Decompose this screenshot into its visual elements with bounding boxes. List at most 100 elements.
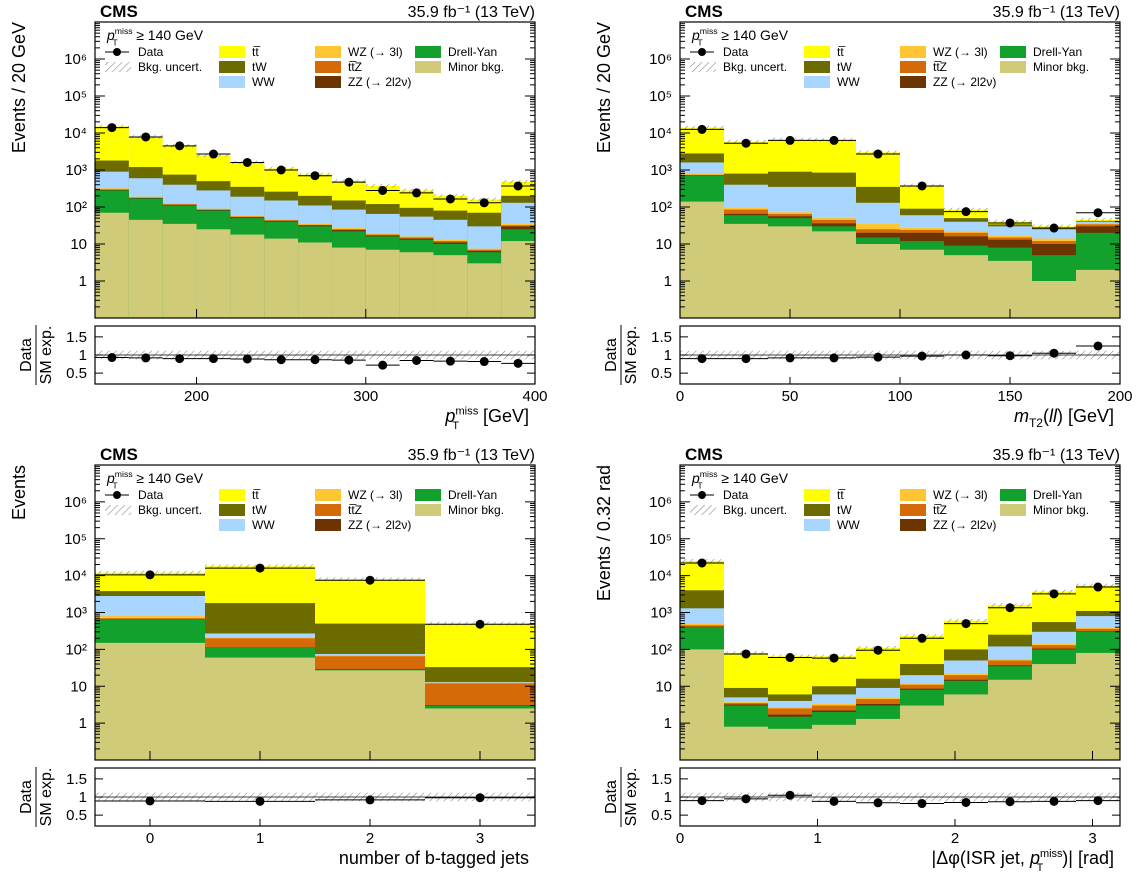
bar-minor-0 bbox=[95, 642, 205, 760]
x-axis-label: |Δφ(ISR jet, pmiss T)| [rad] bbox=[932, 848, 1114, 874]
legend-swatch-DY bbox=[1000, 489, 1026, 501]
stack-bars bbox=[95, 566, 535, 760]
bar-minor-8 bbox=[1032, 664, 1076, 760]
legend-label: WW bbox=[837, 518, 860, 532]
selection-label: pmiss T ≥ 140 GeV bbox=[691, 469, 789, 490]
x-tick-label: 3 bbox=[1088, 830, 1096, 847]
ratio-point-2 bbox=[785, 790, 795, 800]
legend-swatch-DY bbox=[1000, 46, 1026, 58]
x-tick-label: 1 bbox=[256, 830, 264, 847]
ratio-tick-label: 0.5 bbox=[651, 807, 672, 824]
legend-label: tt̅ bbox=[837, 488, 846, 502]
legend-swatch-WZ bbox=[900, 46, 926, 58]
ratio-point-9 bbox=[1093, 796, 1103, 806]
y-axis-label: Events / 0.32 rad bbox=[594, 465, 614, 601]
ratio-point-1 bbox=[255, 796, 265, 806]
y-tick-label: 1 bbox=[79, 273, 87, 290]
ratio-tick-label: 1 bbox=[664, 347, 672, 364]
bar-minor-2 bbox=[768, 226, 812, 318]
ratio-point-0 bbox=[697, 354, 707, 364]
x-tick-label: 0 bbox=[676, 830, 684, 847]
y-axis-ticks bbox=[95, 21, 535, 319]
data-point-6 bbox=[961, 619, 971, 629]
legend-swatch-tW bbox=[219, 61, 245, 73]
legend-label: tt̅Z bbox=[933, 60, 947, 74]
legend-label: WZ (→ 3l) bbox=[933, 488, 988, 502]
bar-minor-6 bbox=[944, 255, 988, 318]
data-points bbox=[680, 124, 1120, 233]
selection-label: pmiss T ≥ 140 GeV bbox=[691, 26, 789, 47]
data-point-5 bbox=[276, 165, 286, 175]
ratio-y-label: Data SM exp. bbox=[18, 325, 55, 385]
ratio-point-1 bbox=[741, 794, 751, 804]
x-axis-label: mT2(ll) [GeV] bbox=[1014, 406, 1114, 430]
legend-data-marker bbox=[113, 48, 121, 56]
experiment-label: CMS bbox=[685, 445, 723, 464]
ratio-point-2 bbox=[785, 353, 795, 363]
data-point-4 bbox=[873, 645, 883, 655]
y-tick-label: 10² bbox=[65, 641, 87, 658]
x-tick-label: 200 bbox=[184, 388, 209, 405]
data-point-8 bbox=[1049, 223, 1059, 233]
y-tick-label: 10 bbox=[655, 678, 672, 695]
ratio-point-2 bbox=[175, 354, 185, 364]
y-tick-label: 10³ bbox=[650, 605, 672, 622]
legend-label: ZZ (→ 2l2ν) bbox=[933, 75, 996, 89]
ratio-panel: 0.511.5 Data SM exp. bbox=[603, 767, 1121, 827]
ratio-point-9 bbox=[412, 355, 422, 365]
data-point-2 bbox=[365, 575, 375, 585]
y-tick-label: 1 bbox=[664, 715, 672, 732]
legend-label: Bkg. uncert. bbox=[723, 60, 787, 74]
legend-label: WZ (→ 3l) bbox=[348, 45, 403, 59]
x-tick-label: 2 bbox=[951, 830, 959, 847]
data-point-7 bbox=[344, 177, 354, 187]
ratio-tick-label: 1.5 bbox=[66, 329, 87, 346]
data-point-2 bbox=[785, 653, 795, 663]
bar-minor-0 bbox=[680, 201, 724, 318]
legend-label: tt̅Z bbox=[348, 503, 362, 517]
data-points bbox=[680, 558, 1120, 663]
y-tick-label: 10² bbox=[650, 199, 672, 216]
legend-swatch-ZZ bbox=[315, 519, 341, 531]
bar-minor-4 bbox=[856, 244, 900, 318]
ratio-y-label-bottom: SM exp. bbox=[623, 326, 640, 385]
data-point-5 bbox=[917, 633, 927, 643]
bar-minor-7 bbox=[331, 247, 366, 318]
legend-swatch-ttbar bbox=[804, 489, 830, 501]
y-tick-label: 10⁶ bbox=[64, 51, 87, 68]
stack-bars bbox=[95, 126, 535, 319]
data-point-4 bbox=[873, 149, 883, 159]
y-tick-label: 10⁵ bbox=[649, 531, 672, 548]
legend-data-marker bbox=[698, 48, 706, 56]
ratio-point-3 bbox=[475, 793, 485, 803]
legend-swatch-WZ bbox=[315, 489, 341, 501]
legend-label: Bkg. uncert. bbox=[138, 60, 202, 74]
legend-label: tt̅Z bbox=[348, 60, 362, 74]
y-tick-label: 10² bbox=[650, 641, 672, 658]
bar-minor-12 bbox=[501, 241, 535, 318]
y-tick-label: 10⁶ bbox=[64, 494, 87, 511]
bar-minor-4 bbox=[856, 718, 900, 760]
data-point-0 bbox=[697, 124, 707, 134]
bar-minor-8 bbox=[365, 249, 400, 318]
legend-swatch-ttZ bbox=[900, 504, 926, 516]
y-tick-label: 10³ bbox=[65, 162, 87, 179]
legend-label: WZ (→ 3l) bbox=[933, 45, 988, 59]
x-axis-label: pmiss T [GeV] bbox=[444, 405, 529, 432]
legend-data-marker bbox=[113, 491, 121, 499]
y-axis-label-group: Events bbox=[9, 465, 29, 520]
legend-label: ZZ (→ 2l2ν) bbox=[933, 518, 996, 532]
ratio-tick-label: 1 bbox=[79, 789, 87, 806]
legend-label: tW bbox=[252, 60, 267, 74]
ratio-point-8 bbox=[378, 360, 388, 370]
legend: Data tt̅ WZ (→ 3l) Drell-Yan Bkg. uncert. tW t… bbox=[690, 488, 1089, 532]
y-tick-label: 10⁵ bbox=[64, 88, 87, 105]
legend-hatch-swatch bbox=[105, 62, 131, 72]
legend-swatch-ttbar bbox=[804, 46, 830, 58]
bar-minor-1 bbox=[724, 223, 768, 318]
y-axis-ticks bbox=[95, 464, 535, 761]
data-point-3 bbox=[829, 135, 839, 145]
bar-minor-2 bbox=[315, 670, 425, 760]
